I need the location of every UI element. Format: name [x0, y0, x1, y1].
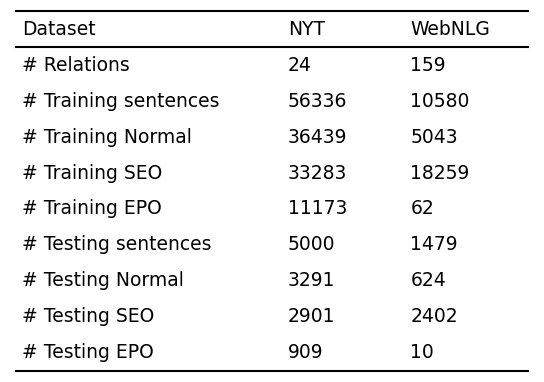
Text: 33283: 33283 — [288, 163, 347, 183]
Text: NYT: NYT — [288, 20, 325, 39]
Text: # Training sentences: # Training sentences — [22, 92, 219, 111]
Text: # Testing sentences: # Testing sentences — [22, 235, 211, 254]
Text: Dataset: Dataset — [22, 20, 95, 39]
Text: WebNLG: WebNLG — [410, 20, 490, 39]
Text: # Training EPO: # Training EPO — [22, 199, 162, 219]
Text: 24: 24 — [288, 56, 312, 75]
Text: 2901: 2901 — [288, 307, 335, 326]
Text: # Testing SEO: # Testing SEO — [22, 307, 154, 326]
Text: 18259: 18259 — [410, 163, 470, 183]
Text: 11173: 11173 — [288, 199, 347, 219]
Text: 10: 10 — [410, 343, 434, 362]
Text: 909: 909 — [288, 343, 323, 362]
Text: # Training SEO: # Training SEO — [22, 163, 162, 183]
Text: 1479: 1479 — [410, 235, 458, 254]
Text: 2402: 2402 — [410, 307, 458, 326]
Text: 5000: 5000 — [288, 235, 335, 254]
Text: # Training Normal: # Training Normal — [22, 128, 191, 147]
Text: 5043: 5043 — [410, 128, 458, 147]
Text: 62: 62 — [410, 199, 434, 219]
Text: 3291: 3291 — [288, 271, 335, 290]
Text: 56336: 56336 — [288, 92, 347, 111]
Text: 10580: 10580 — [410, 92, 470, 111]
Text: # Testing EPO: # Testing EPO — [22, 343, 153, 362]
Text: 159: 159 — [410, 56, 446, 75]
Text: 624: 624 — [410, 271, 446, 290]
Text: 36439: 36439 — [288, 128, 347, 147]
Text: # Testing Normal: # Testing Normal — [22, 271, 184, 290]
Text: # Relations: # Relations — [22, 56, 129, 75]
